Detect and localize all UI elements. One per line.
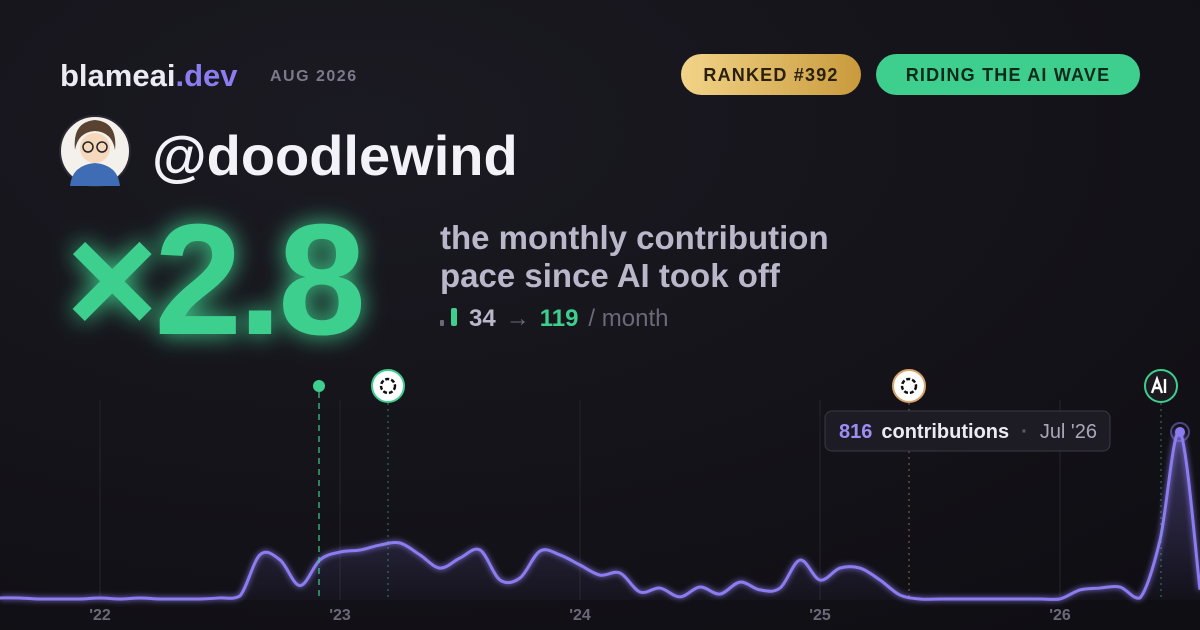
wave-badge: [876, 54, 1140, 95]
rank-badge: [681, 54, 861, 95]
line: [0, 430, 1200, 601]
wave-badge-text: RIDING THE AI WAVE: [906, 65, 1111, 85]
tooltip-value: 816: [839, 421, 872, 443]
tooltip: 816 contributions · Jul '26: [824, 410, 1111, 452]
brand-tld: .dev: [175, 58, 238, 93]
x-tick-label: '22: [89, 607, 111, 624]
x-tick-label: '23: [329, 607, 351, 624]
date: AUG 2026: [270, 68, 358, 85]
brand: blameai.dev: [60, 58, 238, 93]
after: 119: [540, 305, 579, 332]
event-markers: [313, 369, 1178, 600]
tooltip-date: Jul '26: [1040, 421, 1097, 443]
chart: '22 '23 '24 '25 '26: [0, 400, 1200, 624]
tooltip-label: contributions: [881, 421, 1009, 443]
stats-icon: [440, 308, 457, 326]
headline-line: the monthly contribution: [440, 219, 829, 256]
avatar: [59, 115, 131, 187]
x-tick-label: '25: [809, 607, 831, 624]
headline-line: pace since AI took off: [440, 257, 781, 294]
rank-badge-text: RANKED #392: [703, 65, 838, 85]
stats: 34 → 119 / month: [469, 305, 668, 332]
brand-name: blameai: [60, 58, 175, 93]
x-tick-label: '26: [1049, 607, 1071, 624]
multiplier: ×2.8: [66, 192, 362, 368]
before: 34: [469, 305, 496, 332]
username: @doodlewind: [152, 124, 518, 187]
unit: / month: [588, 305, 668, 332]
peak-dot: [1175, 427, 1185, 438]
peak-ring: [1170, 422, 1190, 443]
x-tick-label: '24: [569, 607, 591, 624]
tooltip-text: 816 contributions · Jul '26: [839, 421, 1097, 443]
arrow: →: [506, 305, 530, 332]
